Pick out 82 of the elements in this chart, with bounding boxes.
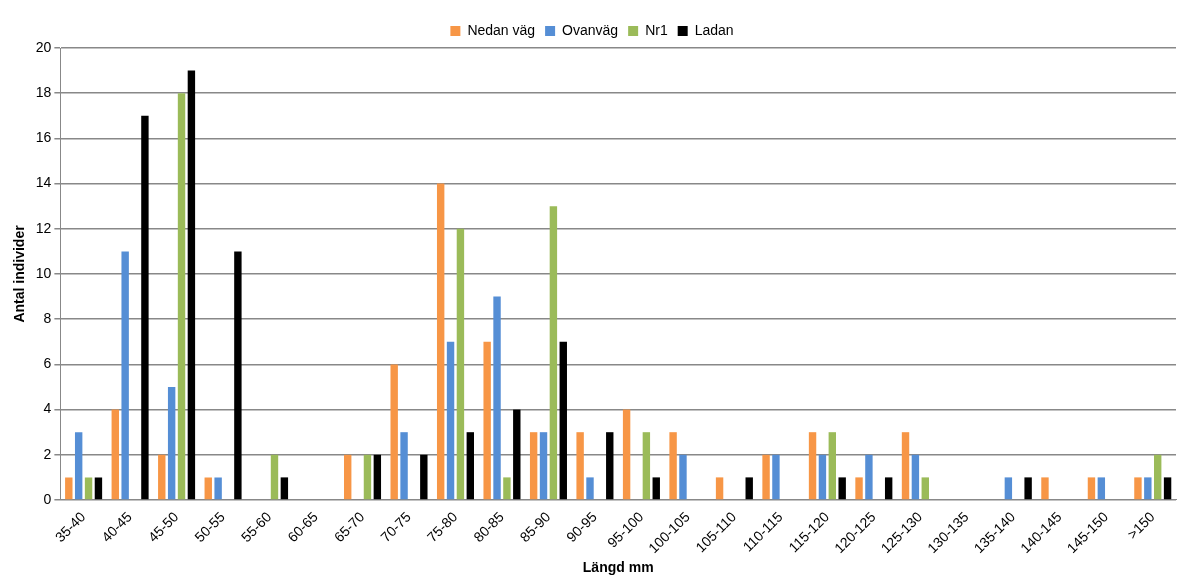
bar [1153,454,1162,500]
bar [373,454,382,500]
bar [187,70,196,500]
y-tick-label: 16 [35,129,52,146]
bar [921,477,929,500]
bar [549,206,558,500]
bar [901,432,910,500]
bar [838,477,846,500]
bar [818,454,827,500]
bar [111,409,119,500]
bar [420,454,428,500]
legend-label: Ladan [694,21,734,38]
bar [121,251,129,500]
bar [772,454,780,500]
bar [1097,477,1106,500]
bar [606,432,614,500]
bar [865,454,873,500]
y-tick-label: 20 [35,38,52,55]
legend-label: Ovanväg [562,21,619,38]
bar [456,228,465,500]
legend-label: Nedan väg [467,21,536,38]
bar [1004,477,1013,500]
bar [1087,477,1096,500]
y-tick-label: 8 [43,310,52,327]
bar [1024,477,1032,500]
y-tick-label: 4 [43,400,52,417]
bar [513,409,521,500]
y-tick-label: 18 [35,84,52,101]
bar [436,183,445,500]
bar [539,432,548,500]
bar [559,341,567,500]
bar [622,409,631,500]
bar [177,93,186,500]
bar [642,432,651,500]
bar [280,477,289,500]
bar [84,477,93,500]
bar [745,477,753,500]
bar [270,454,279,500]
y-tick-label: 0 [43,490,52,507]
bar [1041,477,1049,500]
bar [1144,477,1152,500]
bar [167,386,176,500]
bar [204,477,212,500]
bar [503,477,511,500]
bar [828,432,837,500]
bar [855,477,863,500]
bar [141,115,149,500]
bar [715,477,724,500]
bar [344,454,352,500]
bar [669,432,677,500]
bar [1163,477,1172,500]
bar [884,477,893,500]
bar [911,454,920,500]
bar [529,432,538,500]
bar [493,296,501,500]
bar [74,432,83,500]
y-tick-label: 10 [35,264,52,281]
bar [234,251,242,500]
bar [65,477,73,500]
bar [214,477,222,500]
y-tick-label: 12 [35,219,52,236]
y-axis-title: Antal individer [11,224,28,323]
bar [1134,477,1142,500]
bar [400,432,408,500]
bar [483,341,491,500]
bar [679,454,687,500]
bar [576,432,584,500]
y-tick-label: 2 [43,445,52,462]
bar [762,454,770,500]
y-tick-label: 14 [35,174,52,191]
legend-label: Nr1 [645,21,668,38]
bar [390,364,398,500]
bar [158,454,166,500]
bar [446,341,455,500]
bar [466,432,475,500]
bar [363,454,372,500]
bar [94,477,103,500]
bar [586,477,594,500]
x-axis-title: Längd mm [582,559,654,576]
y-tick-label: 6 [43,355,52,372]
bar [652,477,660,500]
bar [808,432,817,500]
